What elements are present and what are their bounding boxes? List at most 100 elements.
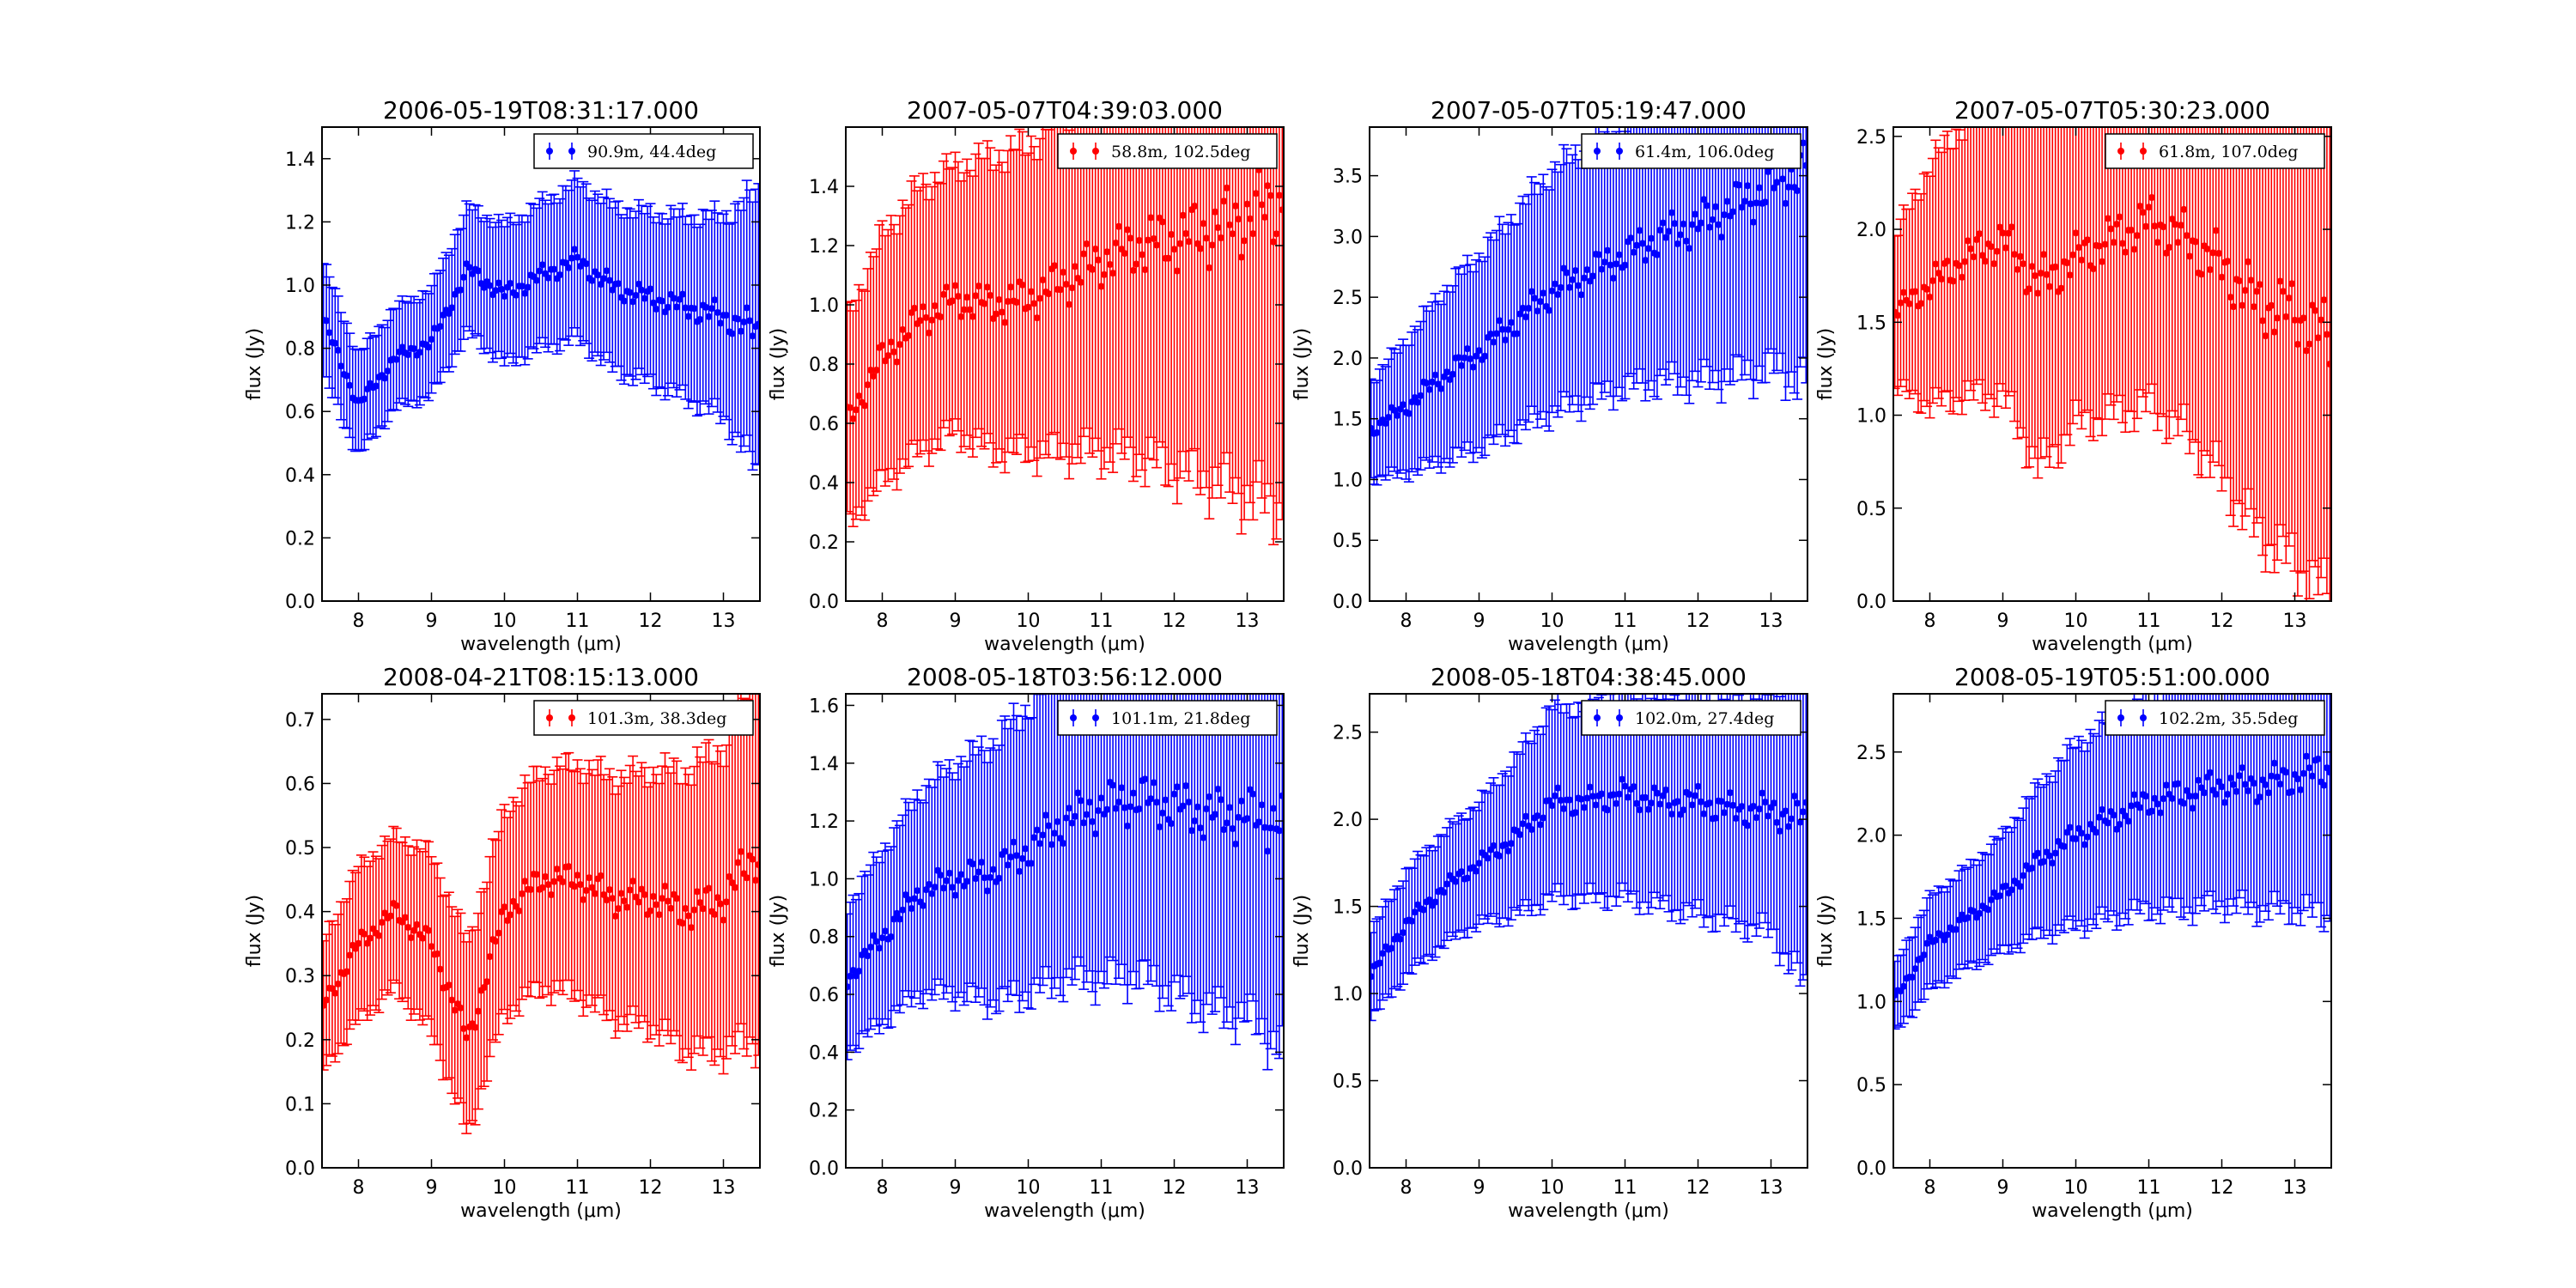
data-point — [1179, 211, 1187, 219]
data-point — [1557, 283, 1564, 291]
data-point — [515, 907, 523, 914]
data-point — [463, 1034, 471, 1042]
data-point — [755, 320, 760, 328]
data-point — [1185, 799, 1193, 806]
data-point — [1431, 898, 1439, 906]
data-point — [1932, 260, 1940, 268]
data-point — [1135, 236, 1143, 244]
data-point — [1598, 265, 1606, 273]
data-point — [346, 951, 354, 959]
data-point — [1680, 220, 1687, 228]
data-point — [480, 984, 488, 992]
data-point — [1958, 273, 1965, 281]
data-point — [1212, 811, 1219, 818]
data-point — [1226, 804, 1234, 811]
data-point — [486, 953, 494, 961]
data-point — [1648, 799, 1656, 807]
data-point — [1692, 792, 1699, 799]
data-point — [1996, 223, 2004, 231]
data-point — [1770, 799, 1777, 807]
data-point — [1528, 825, 1535, 833]
data-point — [615, 280, 623, 288]
data-point — [2288, 280, 2296, 288]
data-point — [1095, 807, 1103, 815]
data-point — [1513, 330, 1521, 337]
data-point — [1656, 227, 1664, 234]
data-point — [556, 271, 564, 279]
data-point — [1066, 301, 1073, 308]
data-point — [1729, 801, 1737, 809]
data-point — [1249, 790, 1257, 798]
data-point — [1929, 276, 1936, 284]
data-point — [1507, 319, 1515, 326]
data-point — [951, 891, 959, 899]
data-point — [641, 890, 648, 898]
data-point — [597, 281, 605, 289]
data-point — [538, 261, 546, 269]
data-point — [1665, 228, 1673, 235]
x-tick-label: 10 — [1017, 1177, 1041, 1199]
data-point — [1261, 823, 1268, 831]
data-point — [1150, 779, 1157, 787]
x-tick-label: 11 — [1090, 1177, 1114, 1199]
data-point — [1419, 906, 1427, 914]
data-point — [667, 904, 675, 912]
x-axis-label: wavelength (μm) — [1508, 1200, 1669, 1222]
data-point — [1112, 805, 1120, 812]
data-point — [2016, 252, 2024, 260]
data-point — [1007, 283, 1015, 291]
data-point — [1589, 793, 1597, 800]
data-point — [1802, 161, 1807, 169]
x-tick-label: 9 — [1473, 1177, 1485, 1199]
data-point — [425, 927, 433, 934]
data-point — [331, 989, 339, 997]
data-point — [638, 286, 646, 294]
data-point — [2227, 294, 2234, 301]
data-point — [1674, 798, 1681, 805]
data-point — [943, 283, 951, 291]
data-point — [1220, 826, 1228, 834]
data-point — [1388, 945, 1395, 952]
data-point — [1972, 236, 1980, 244]
y-tick-label: 0.8 — [809, 927, 839, 949]
data-point — [2145, 204, 2153, 211]
data-point — [1129, 266, 1137, 274]
x-tick-label: 12 — [639, 611, 663, 632]
data-point — [1033, 314, 1041, 322]
data-point — [1697, 219, 1704, 227]
data-point — [1027, 860, 1035, 867]
data-point — [1534, 812, 1541, 820]
data-point — [1516, 831, 1524, 839]
data-point — [1633, 799, 1641, 807]
y-tick-label: 1.2 — [809, 236, 839, 258]
data-point — [1917, 300, 1925, 307]
data-point — [1066, 805, 1073, 812]
data-point — [696, 899, 704, 907]
data-point — [638, 885, 646, 893]
data-point — [2148, 194, 2155, 202]
x-tick-label: 9 — [426, 1177, 438, 1199]
data-point — [670, 295, 677, 302]
data-point — [1790, 793, 1798, 800]
x-tick-label: 12 — [1163, 611, 1187, 632]
legend-label: 102.0m, 27.4deg — [1635, 709, 1774, 728]
data-point — [1449, 370, 1456, 378]
data-point — [690, 305, 698, 313]
data-point — [1540, 289, 1547, 297]
data-point — [1062, 814, 1070, 822]
data-point — [1214, 224, 1222, 232]
data-point — [1452, 878, 1460, 885]
data-point — [847, 972, 854, 980]
data-point — [661, 883, 669, 890]
data-point — [2057, 284, 2065, 292]
data-point — [1045, 290, 1053, 298]
plot-area — [846, 127, 1284, 601]
data-point — [1923, 285, 1931, 293]
data-point — [1170, 246, 1178, 253]
data-point — [1179, 802, 1187, 810]
data-point — [870, 932, 878, 939]
y-axis-label: flux (Jy) — [244, 895, 265, 968]
data-point — [565, 863, 573, 871]
data-point — [1141, 266, 1149, 274]
data-point — [1671, 220, 1679, 228]
